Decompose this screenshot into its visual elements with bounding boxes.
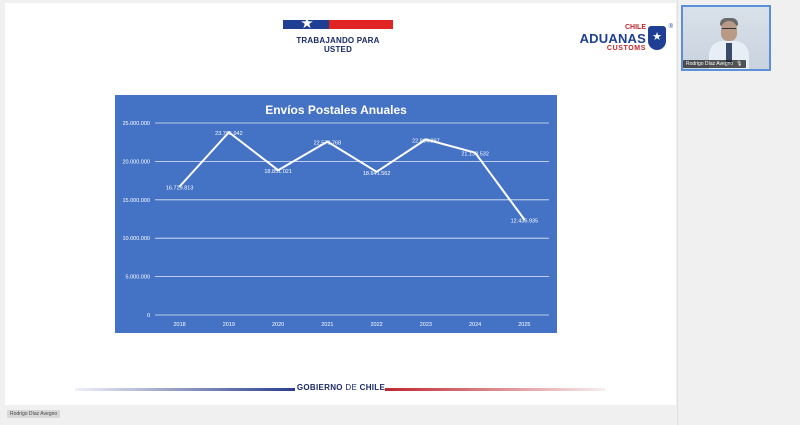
slide-slogan: TRABAJANDO PARA USTED bbox=[296, 36, 380, 54]
data-point bbox=[425, 138, 427, 141]
participant-tie bbox=[726, 43, 732, 65]
data-point bbox=[326, 140, 329, 143]
x-tick-label: 2023 bbox=[420, 322, 432, 328]
footer-chile-text: CHILE bbox=[359, 383, 386, 392]
flag-banner: ★ bbox=[283, 16, 393, 36]
line-chart: 0 5.000.000 10.000.000 15.000.000 20.000.000… bbox=[122, 121, 549, 328]
logo-chile-text: CHILE bbox=[625, 24, 646, 31]
flag-blue-stripe bbox=[283, 20, 329, 29]
x-tick-label: 2020 bbox=[272, 322, 284, 328]
series-line bbox=[178, 131, 526, 221]
footer-de-text: DE bbox=[345, 383, 358, 392]
footer-bar-left bbox=[75, 388, 295, 391]
data-label: 18.851.021 bbox=[264, 169, 292, 175]
gobierno-de-chile-logo: GOBIERNO DE CHILE bbox=[286, 383, 396, 392]
data-point bbox=[474, 151, 476, 154]
participant-name: Rodrigo Díaz Avegno bbox=[686, 61, 734, 67]
mic-icon: 🎙 bbox=[736, 61, 743, 67]
y-tick-label: 25.000.000 bbox=[122, 121, 150, 127]
participant-glasses bbox=[722, 28, 736, 32]
data-label: 16.729.813 bbox=[166, 186, 194, 192]
aduanas-logo: CHILE ADUANAS CUSTOMS ® bbox=[580, 24, 674, 54]
data-point bbox=[375, 171, 378, 173]
data-label: 23.795.942 bbox=[215, 131, 243, 137]
data-point bbox=[178, 185, 181, 188]
footer-bar-right bbox=[385, 388, 605, 391]
logo-aduanas-text: ADUANAS bbox=[579, 31, 646, 46]
y-tick-label: 10.000.000 bbox=[122, 236, 150, 242]
x-tick-label: 2022 bbox=[371, 322, 383, 328]
flag-red-stripe bbox=[329, 20, 393, 29]
x-tick-label: 2021 bbox=[321, 322, 333, 328]
y-tick-label: 20.000.000 bbox=[122, 159, 150, 165]
data-label: 22.864.897 bbox=[412, 138, 440, 144]
presenter-name-label: Rodrigo Díaz Avegno bbox=[7, 410, 61, 418]
star-icon: ★ bbox=[300, 15, 314, 32]
shield-icon bbox=[648, 26, 666, 50]
data-label: 21.130.532 bbox=[461, 152, 489, 158]
x-tick-label: 2018 bbox=[174, 322, 186, 328]
footer-gobierno-text: GOBIERNO bbox=[296, 383, 343, 392]
participant-head bbox=[721, 21, 737, 41]
logo-registered-mark: ® bbox=[668, 24, 673, 30]
data-point bbox=[228, 131, 230, 134]
x-tick-label: 2024 bbox=[469, 322, 481, 328]
data-label: 18.641.562 bbox=[363, 171, 391, 177]
x-tick-label: 2019 bbox=[223, 322, 235, 328]
logo-customs-text: CUSTOMS bbox=[606, 45, 646, 52]
data-point bbox=[523, 218, 526, 221]
footer-bar bbox=[75, 388, 605, 392]
participant-name-tag: Rodrigo Díaz Avegno 🎙 bbox=[683, 60, 746, 68]
data-point bbox=[277, 169, 279, 172]
data-label: 12.436.935 bbox=[511, 218, 539, 224]
y-tick-label: 15.000.000 bbox=[122, 198, 150, 204]
y-tick-label: 0 bbox=[147, 313, 150, 319]
y-tick-label: 5.000.000 bbox=[126, 275, 150, 281]
chart-panel: Envíos Postales Anuales 0 5.000.000 10.000… bbox=[115, 95, 557, 333]
data-label: 22.570.768 bbox=[314, 141, 342, 147]
chart-title: Envíos Postales Anuales bbox=[265, 103, 407, 117]
x-tick-label: 2025 bbox=[518, 322, 530, 328]
